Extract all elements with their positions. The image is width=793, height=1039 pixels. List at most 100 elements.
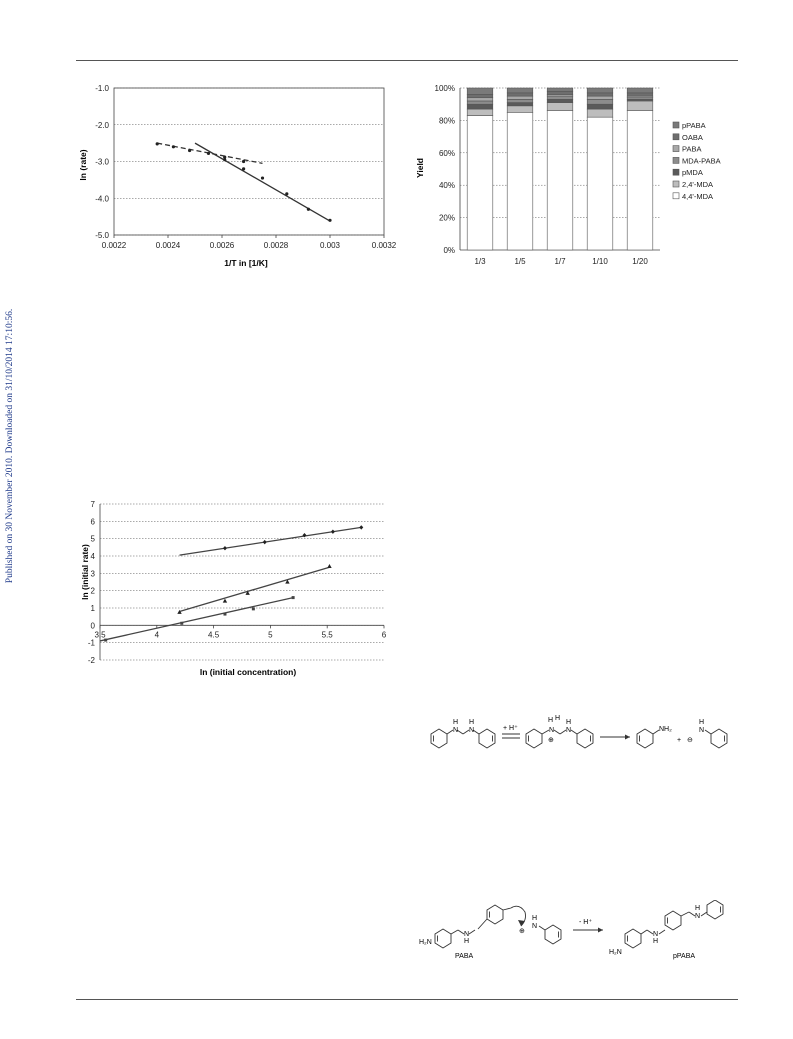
- atom-label: NH₂: [659, 726, 672, 733]
- data-point: [327, 564, 332, 568]
- atom-label: N: [549, 727, 554, 734]
- x-tick-label: 0.003: [320, 241, 341, 250]
- bar-segment: [626, 100, 654, 111]
- bar-segment: [506, 95, 534, 100]
- legend-swatch: [672, 192, 680, 200]
- y-tick-label: 3: [91, 569, 96, 578]
- bar-segment: [506, 102, 534, 107]
- header-rule: [76, 60, 738, 61]
- arrow-head: [625, 734, 630, 740]
- data-point: [285, 192, 289, 196]
- atom-label: N: [464, 931, 469, 938]
- y-axis-title: Yield: [415, 158, 425, 178]
- bar-segment: [546, 110, 574, 251]
- atom-label: N: [699, 727, 704, 734]
- footer-rule: [76, 999, 738, 1000]
- bar-segment: [466, 87, 494, 95]
- x-tick-label: 5.5: [322, 630, 334, 639]
- y-tick-label: 7: [91, 500, 96, 509]
- reagent-label: + H⁺: [503, 725, 518, 732]
- y-tick-label: 80%: [439, 116, 455, 125]
- x-tick-label: 4.5: [208, 630, 220, 639]
- y-tick-label: 4: [91, 552, 96, 561]
- bar-segment: [586, 95, 614, 100]
- charge-label: ⊖: [687, 737, 693, 744]
- bar-segment: [466, 103, 494, 110]
- bar-segment: [626, 110, 654, 251]
- data-point: [306, 207, 310, 211]
- y-tick-label: 20%: [439, 214, 455, 223]
- reaction-scheme-ppaba: H₂N N H PABA ⊕ N H - H⁺ H₂N N H N H pPAB…: [419, 900, 724, 960]
- data-point: [262, 539, 267, 545]
- compound-label: pPABA: [673, 953, 695, 960]
- x-tick-label: 1/3: [474, 257, 486, 266]
- bar-segment: [586, 92, 614, 97]
- atom-label: H: [453, 719, 458, 726]
- y-tick-label: 6: [91, 517, 96, 526]
- legend-label: 4,4'-MDA: [682, 192, 713, 201]
- arrow-head: [518, 920, 525, 926]
- x-tick-label: 0.0024: [156, 241, 181, 250]
- atom-label: N: [653, 931, 658, 938]
- benzene-ring: [525, 728, 543, 749]
- trend-line-2: [179, 566, 330, 613]
- bar-segment: [466, 100, 494, 105]
- benzene-ring: [430, 728, 448, 749]
- data-point: [260, 176, 265, 180]
- data-point: [206, 151, 211, 156]
- x-tick-label: 1/5: [514, 257, 526, 266]
- bar-segment: [466, 97, 494, 102]
- y-tick-label: -2: [88, 656, 96, 665]
- atom-label: H: [695, 905, 700, 912]
- data-point: [180, 621, 184, 625]
- bar-segment: [506, 105, 534, 113]
- y-tick-label: 1: [91, 604, 96, 613]
- x-tick-label: 1/10: [592, 257, 608, 266]
- y-tick-label: -1: [88, 639, 96, 648]
- data-point: [222, 598, 228, 603]
- x-tick-label: 0.0028: [264, 241, 289, 250]
- compound-label: PABA: [455, 953, 473, 960]
- bar-segment: [506, 99, 534, 103]
- bar-segment: [546, 87, 574, 92]
- atom-label: N: [566, 727, 571, 734]
- legend-label: 2,4'-MDA: [682, 180, 713, 189]
- trend-line-3: [99, 596, 294, 642]
- bar-segment: [506, 87, 534, 94]
- data-point: [222, 546, 227, 551]
- x-tick-label: 0.0026: [210, 241, 235, 250]
- legend-swatch: [672, 121, 680, 129]
- bar-segment: [546, 99, 574, 103]
- x-axis-title: ln (initial concentration): [200, 667, 297, 677]
- benzene-ring: [544, 924, 562, 945]
- data-point: [223, 155, 227, 159]
- bar-segment: [506, 111, 534, 251]
- legend-label: pPABA: [682, 121, 706, 130]
- bar-segment: [506, 92, 534, 97]
- y-tick-label: 5: [91, 535, 96, 544]
- data-point: [291, 596, 295, 600]
- legend-swatch: [672, 180, 680, 188]
- data-point: [328, 218, 332, 222]
- bar-segment: [466, 115, 494, 251]
- benzene-ring: [478, 728, 496, 749]
- data-point: [330, 529, 335, 534]
- reaction-order-chart: 7 6 5 4 3 2 1 0 -1 -2 3.5 4 4.5 5 5.5 6 ln (initial con…: [80, 500, 387, 677]
- atom-label: H: [532, 915, 537, 922]
- data-point: [188, 148, 192, 153]
- benzene-ring: [624, 928, 642, 949]
- publication-sidebar: Published on 30 November 2010. Downloade…: [4, 296, 16, 596]
- bar-segment: [586, 99, 614, 105]
- charge-label: ⊕: [548, 737, 554, 744]
- y-tick-label: 40%: [439, 181, 455, 190]
- bar-segment: [546, 95, 574, 100]
- bar-segment: [586, 103, 614, 110]
- y-tick-label: 100%: [435, 84, 455, 93]
- x-tick-label: 1/7: [554, 257, 566, 266]
- yield-chart: 100% 80% 60% 40% 20% 0% 1/3 1/5 1/7 1/10 1/20 pPABA…: [415, 84, 721, 266]
- atom-label: H: [469, 719, 474, 726]
- data-point: [104, 638, 108, 642]
- atom-label: N: [453, 727, 458, 734]
- atom-label: N: [695, 913, 700, 920]
- y-tick-label: -3.0: [95, 158, 109, 167]
